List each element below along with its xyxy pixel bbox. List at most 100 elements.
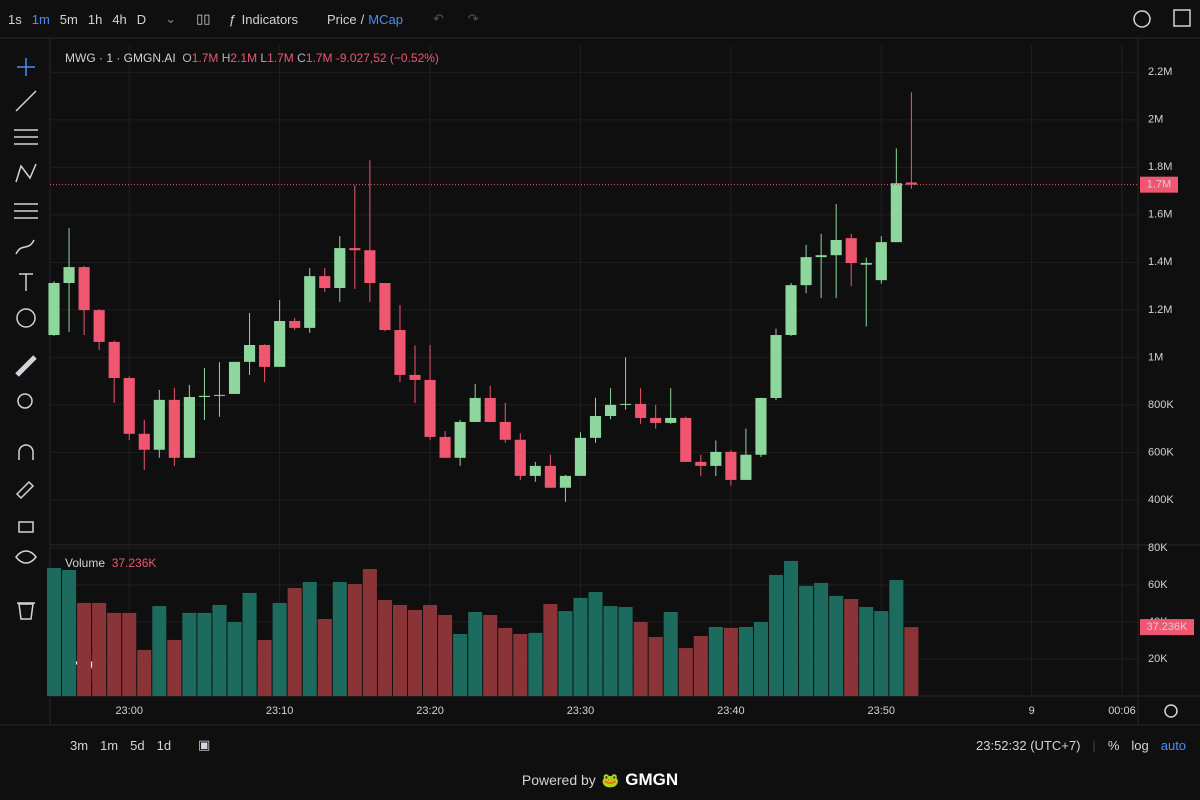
candle-body: [650, 417, 662, 423]
legend-l: L: [260, 51, 268, 65]
auto-toggle[interactable]: auto: [1160, 737, 1187, 753]
candle-body: [544, 465, 556, 488]
magnet-icon[interactable]: [18, 444, 34, 460]
brush-icon[interactable]: [15, 239, 35, 255]
volume-bar: [513, 634, 528, 696]
dropdown[interactable]: ⌄: [165, 11, 177, 26]
candle-body: [860, 263, 872, 265]
bottom-right: 23:52:32 (UTC+7) | % log auto: [976, 737, 1187, 753]
candle-body: [259, 345, 271, 367]
candle-body: [905, 182, 917, 185]
candle-body: [123, 378, 135, 434]
interval[interactable]: 1m: [31, 11, 50, 27]
legend-change: -9.027,52 (−0.52%): [335, 51, 439, 65]
volume-bar: [844, 599, 859, 696]
trash-icon[interactable]: [17, 602, 35, 620]
volume-bar: [633, 621, 648, 696]
interval[interactable]: 1s: [8, 11, 22, 27]
candle-body: [620, 403, 632, 405]
interval[interactable]: 4h: [112, 11, 127, 27]
interval[interactable]: 1h: [87, 11, 103, 27]
y-tick-label: 1M: [1148, 351, 1163, 363]
candle-body: [469, 397, 481, 422]
drawing-tools: [14, 58, 38, 620]
volume-bar: [182, 612, 197, 696]
volume-bar: [107, 612, 122, 696]
emoji-icon[interactable]: [16, 308, 36, 328]
percent-toggle[interactable]: %: [1107, 737, 1120, 753]
y-tick-label: 1.8M: [1148, 161, 1172, 173]
volume-bar: [453, 634, 468, 696]
candle-body: [830, 240, 842, 256]
mcap-toggle[interactable]: MCap: [368, 11, 403, 27]
interval[interactable]: D: [136, 11, 147, 27]
fib-icon[interactable]: [14, 129, 38, 145]
candle-body: [484, 397, 496, 422]
crosshair-icon[interactable]: [17, 58, 35, 76]
x-tick-label: 23:30: [567, 705, 595, 717]
lock-icon[interactable]: [18, 521, 34, 533]
footer: Powered by 🐸 GMGN: [0, 770, 1200, 790]
volume-bar: [603, 606, 618, 696]
interval[interactable]: 5m: [59, 11, 78, 27]
candle-body: [153, 399, 165, 450]
volume-bar: [753, 621, 768, 696]
date-range-icon[interactable]: ▣: [198, 737, 211, 752]
price-toggle[interactable]: Price: [327, 11, 357, 27]
candle-body: [289, 321, 301, 328]
indicators[interactable]: Indicators: [241, 11, 299, 27]
range[interactable]: 1d: [156, 737, 172, 753]
volume-bar: [332, 582, 347, 696]
volume-bar: [784, 560, 799, 696]
camera-icon[interactable]: [1173, 9, 1191, 27]
volume-bar: [227, 621, 242, 696]
candle-body: [198, 395, 210, 398]
settings-icon[interactable]: [1164, 704, 1178, 718]
candle-body: [740, 454, 752, 480]
candle-body: [589, 416, 602, 438]
volume-bar: [814, 582, 829, 696]
brand-logo: 🐸: [601, 771, 620, 788]
candle-type[interactable]: ▯▯: [196, 11, 211, 26]
candle-body: [93, 310, 105, 342]
trendline-icon[interactable]: [15, 90, 37, 112]
redo[interactable]: ↷: [467, 11, 479, 26]
candle-body: [665, 417, 677, 423]
candle-body: [439, 436, 451, 458]
volume-tick-label: 20K: [1148, 653, 1168, 665]
candle-body: [349, 248, 361, 251]
volume-bar: [407, 609, 423, 696]
eye-icon[interactable]: [15, 550, 37, 564]
legend: MWG · 1 · GMGN.AI O 1.7M H 2.1M L 1.7M C 1.7…: [65, 51, 439, 65]
volume-bar: [618, 606, 633, 696]
undo[interactable]: ↶: [432, 11, 444, 26]
volume-bar: [874, 611, 889, 696]
symbol: MWG · 1 · GMGN.AI: [65, 51, 176, 65]
projection-icon[interactable]: [14, 203, 38, 219]
ruler-icon[interactable]: [15, 355, 37, 377]
text-icon[interactable]: [19, 273, 33, 291]
pattern-icon[interactable]: [15, 163, 37, 183]
candle-body: [529, 465, 541, 476]
range[interactable]: 3m: [70, 737, 89, 753]
clock: 23:52:32 (UTC+7): [976, 737, 1081, 753]
volume-bar: [693, 636, 708, 696]
volume-bar: [889, 579, 904, 696]
volume-bar: [438, 614, 453, 696]
lock-draw-icon[interactable]: [15, 480, 35, 500]
volume-bar: [904, 627, 919, 696]
volume-bar: [663, 611, 678, 696]
legend-h-value: 2.1M: [230, 51, 258, 65]
candle-body: [228, 361, 241, 394]
range[interactable]: 1m: [100, 737, 119, 753]
range[interactable]: 5d: [130, 737, 145, 753]
zoom-icon[interactable]: [17, 393, 33, 409]
candle-body: [514, 439, 526, 476]
toolbar: 1s 1m 5m 1h 4h D ⌄ ▯▯ ƒ Indicators Price / MC…: [0, 0, 1200, 38]
volume-bar: [302, 582, 317, 696]
log-toggle[interactable]: log: [1131, 737, 1149, 753]
gear-icon[interactable]: [1133, 10, 1151, 28]
volume-name: Volume: [65, 556, 106, 570]
volume-bar: [648, 636, 663, 696]
y-tick-label: 2M: [1148, 114, 1163, 126]
